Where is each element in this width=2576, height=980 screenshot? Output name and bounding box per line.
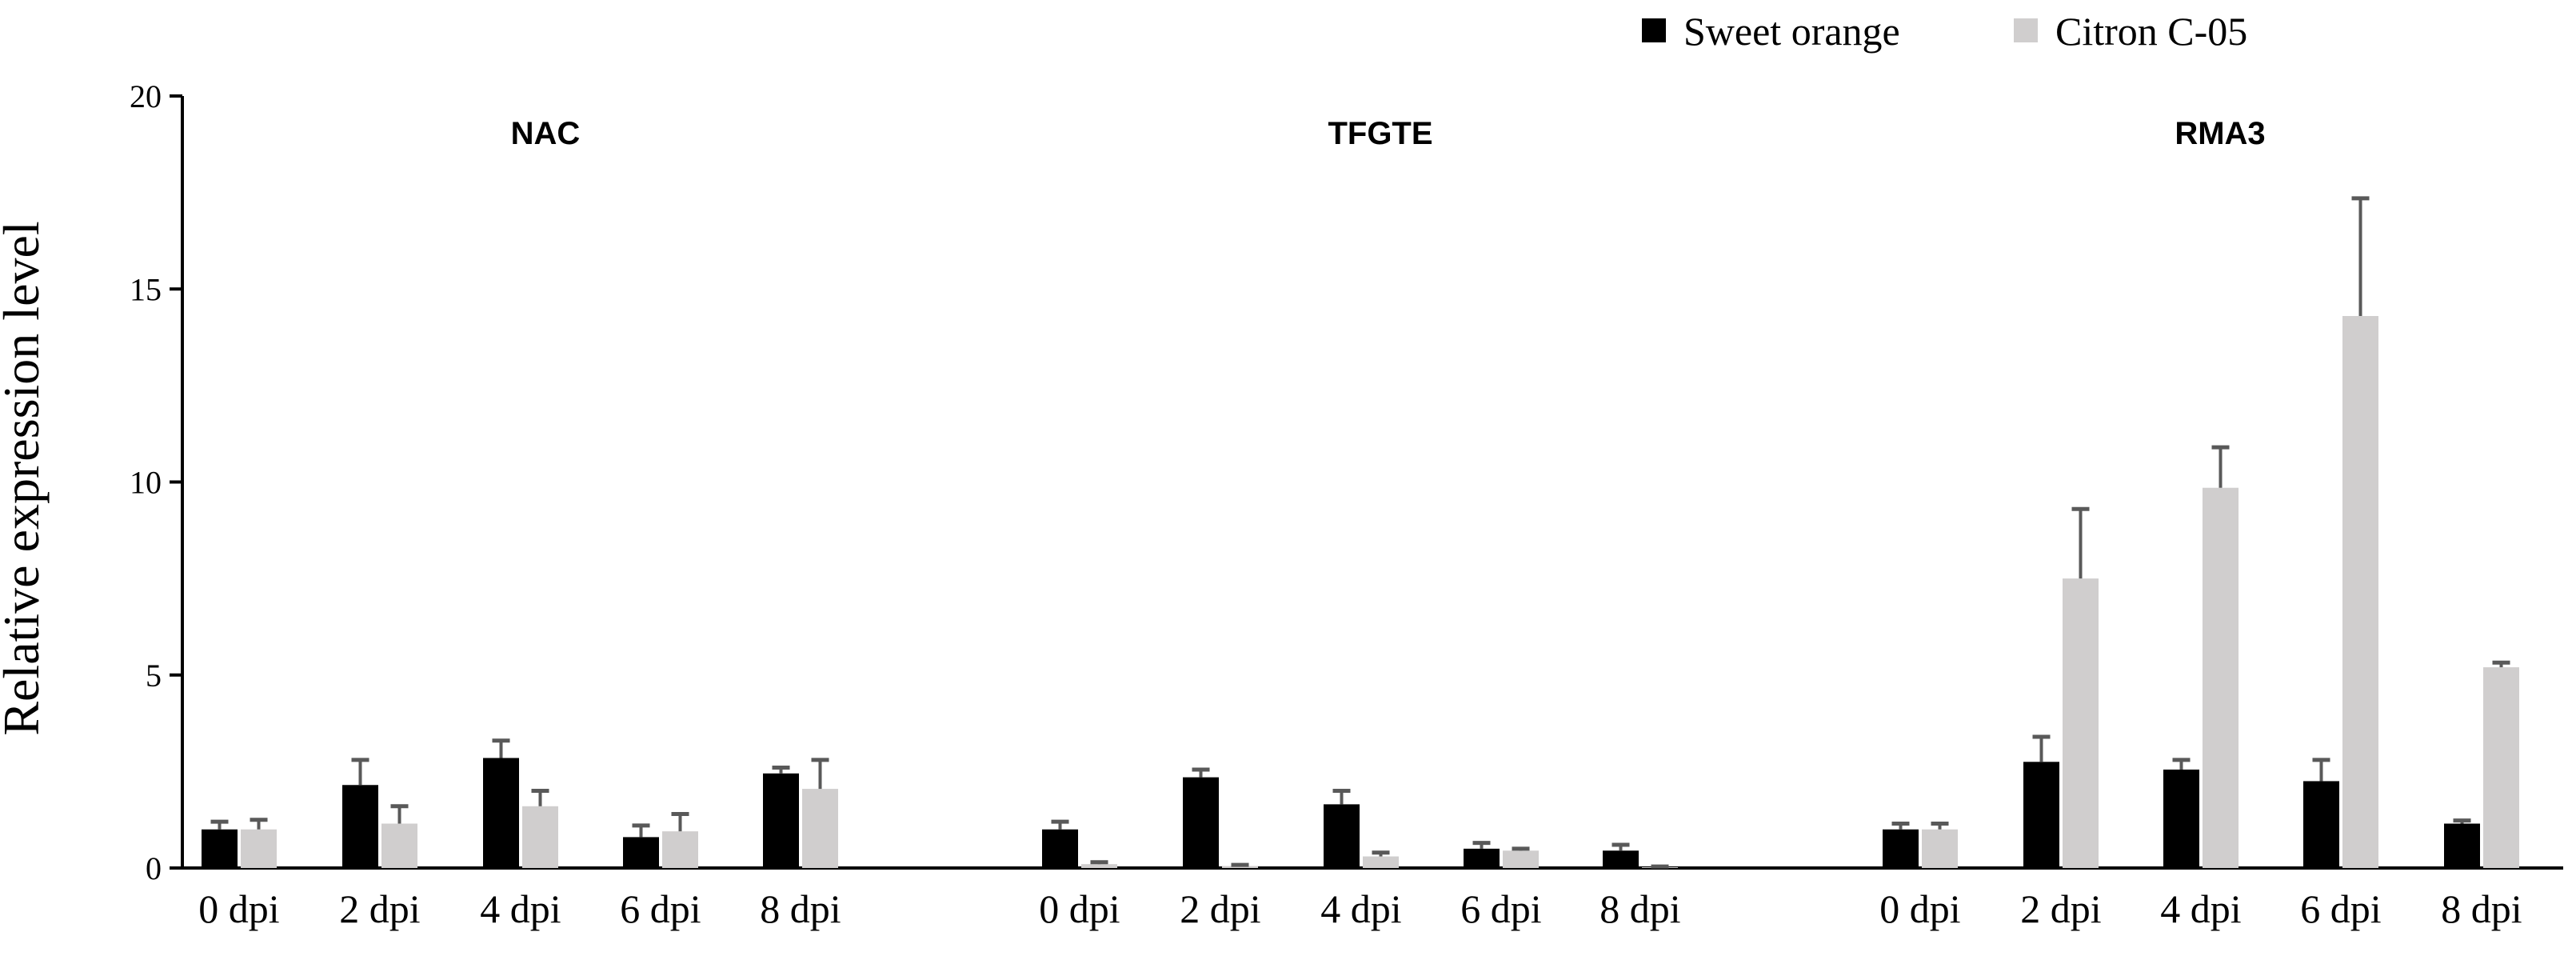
bar-tfgte-sweet-orange-2 — [1324, 804, 1360, 868]
bar-nac-sweet-orange-2 — [483, 758, 519, 868]
bar-nac-sweet-orange-0 — [202, 829, 238, 868]
bar-tfgte-sweet-orange-4 — [1603, 850, 1639, 868]
legend-label-citron: Citron C-05 — [2055, 9, 2247, 54]
bar-nac-citron-1 — [381, 823, 417, 868]
x-tick-label: 8 dpi — [760, 886, 841, 931]
bar-rma3-sweet-orange-1 — [2023, 762, 2059, 868]
bar-nac-sweet-orange-4 — [763, 773, 799, 868]
bar-nac-citron-2 — [522, 806, 558, 868]
bar-rma3-sweet-orange-3 — [2303, 781, 2339, 868]
legend-swatch-citron — [2014, 18, 2038, 42]
bar-nac-sweet-orange-1 — [342, 785, 378, 868]
bar-tfgte-sweet-orange-0 — [1042, 829, 1078, 868]
x-tick-label: 4 dpi — [1320, 886, 1401, 931]
bars — [202, 316, 2519, 868]
x-tick-label: 0 dpi — [198, 886, 279, 931]
y-tick-label: 0 — [146, 850, 162, 886]
bar-tfgte-citron-2 — [1363, 856, 1399, 868]
legend-label-sweet-orange: Sweet orange — [1683, 9, 1900, 54]
group-titles: NAC TFGTE RMA3 — [511, 116, 2266, 151]
y-tick-label: 15 — [130, 271, 162, 307]
bar-rma3-sweet-orange-0 — [1883, 829, 1919, 868]
group-title-nac: NAC — [511, 116, 581, 151]
x-tick-label: 6 dpi — [1460, 886, 1541, 931]
bar-rma3-citron-2 — [2203, 487, 2239, 868]
bar-nac-citron-4 — [802, 789, 838, 868]
bar-tfgte-citron-0 — [1081, 864, 1117, 868]
bar-rma3-sweet-orange-4 — [2444, 823, 2480, 868]
y-axis-label: Relative expression level — [0, 221, 50, 735]
bar-tfgte-sweet-orange-1 — [1183, 777, 1219, 868]
bar-tfgte-sweet-orange-3 — [1464, 848, 1500, 868]
bar-rma3-citron-1 — [2063, 578, 2099, 868]
x-tick-label: 4 dpi — [480, 886, 561, 931]
bar-nac-citron-0 — [241, 829, 277, 868]
x-tick-label: 0 dpi — [1879, 886, 1960, 931]
group-title-tfgte: TFGTE — [1328, 116, 1432, 151]
group-title-rma3: RMA3 — [2175, 116, 2265, 151]
y-tick-label: 5 — [146, 658, 162, 694]
y-tick-label: 20 — [130, 78, 162, 114]
x-tick-label: 8 dpi — [2441, 886, 2522, 931]
legend: Sweet orange Citron C-05 — [1642, 9, 2247, 54]
bar-rma3-sweet-orange-2 — [2163, 769, 2199, 868]
x-tick-label: 6 dpi — [620, 886, 701, 931]
bar-nac-citron-3 — [662, 831, 698, 868]
legend-swatch-sweet-orange — [1642, 18, 1666, 42]
error-bars — [210, 196, 2510, 869]
x-tick-label: 2 dpi — [2020, 886, 2101, 931]
x-tick-label: 0 dpi — [1039, 886, 1120, 931]
bar-rma3-citron-4 — [2483, 667, 2519, 868]
y-tick-label: 10 — [130, 465, 162, 501]
bar-tfgte-citron-3 — [1503, 850, 1539, 868]
x-tick-label: 6 dpi — [2300, 886, 2381, 931]
x-tick-label: 2 dpi — [339, 886, 420, 931]
x-tick-labels: 0 dpi 2 dpi 4 dpi 6 dpi 8 dpi 0 dpi 2 dpi 4 dpi… — [198, 886, 2522, 931]
bar-rma3-citron-0 — [1922, 829, 1958, 868]
x-tick-label: 8 dpi — [1600, 886, 1680, 931]
bar-nac-sweet-orange-3 — [623, 837, 659, 868]
bar-tfgte-citron-1 — [1222, 866, 1258, 868]
x-tick-label: 4 dpi — [2160, 886, 2241, 931]
bar-rma3-citron-3 — [2342, 316, 2378, 868]
x-tick-label: 2 dpi — [1180, 886, 1260, 931]
